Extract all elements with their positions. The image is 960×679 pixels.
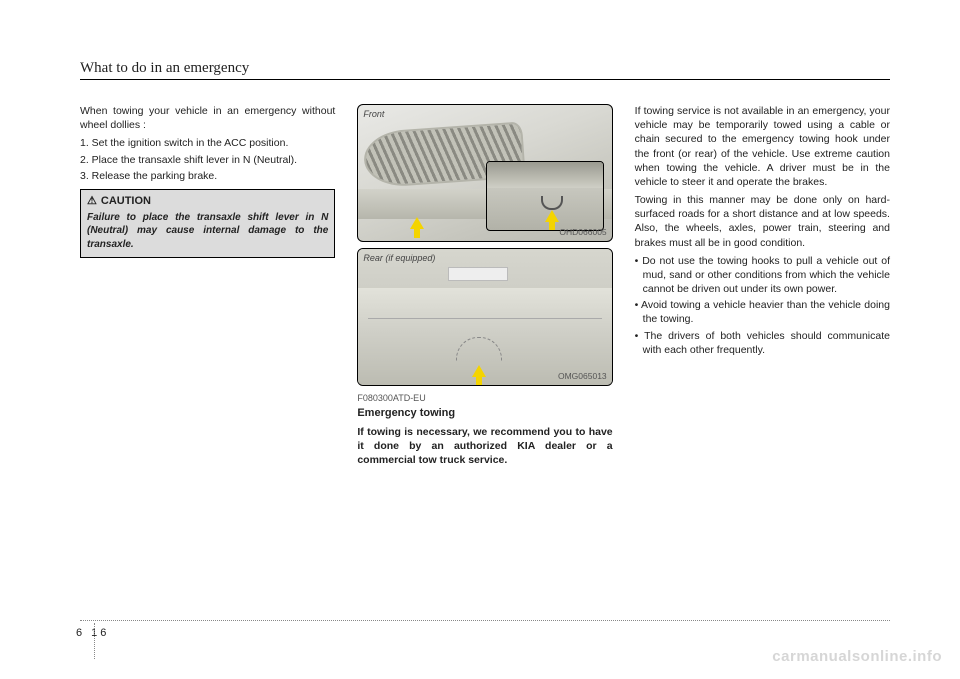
page-tick-line	[94, 623, 95, 659]
figure-rear: Rear (if equipped) OMG065013	[357, 248, 612, 386]
figure-front-code: OHD066005	[559, 227, 606, 238]
figure-front-inset	[486, 161, 604, 231]
column-3: If towing service is not available in an…	[635, 104, 890, 472]
caution-body: Failure to place the transaxle shift lev…	[87, 211, 328, 252]
figure-front-label: Front	[363, 108, 384, 120]
section-bold-paragraph: If towing is necessary, we recommend you…	[357, 425, 612, 468]
step-1: 1. Set the ignition switch in the ACC po…	[80, 136, 335, 150]
col3-paragraph-1: If towing service is not available in an…	[635, 104, 890, 189]
section-code: F080300ATD-EU	[357, 392, 612, 404]
figure-rear-label: Rear (if equipped)	[363, 252, 435, 264]
col3-paragraph-2: Towing in this manner may be done only o…	[635, 193, 890, 250]
col3-bullet-2: • Avoid towing a vehicle heavier than th…	[635, 298, 890, 326]
bumper-line	[368, 318, 601, 319]
arrow-icon	[410, 217, 424, 229]
watermark-text: carmanualsonline.info	[772, 648, 942, 665]
caution-title: CAUTION	[87, 194, 328, 209]
caution-box: CAUTION Failure to place the transaxle s…	[80, 189, 335, 258]
content-columns: When towing your vehicle in an emergency…	[80, 104, 890, 472]
towing-hook-shape	[541, 196, 563, 210]
column-2: Front OHD066005 Rear (if equipped)	[357, 104, 612, 472]
figure-front: Front OHD066005	[357, 104, 612, 242]
col3-bullet-1: • Do not use the towing hooks to pull a …	[635, 254, 890, 297]
col3-bullet-3: • The drivers of both vehicles should co…	[635, 329, 890, 357]
column-1: When towing your vehicle in an emergency…	[80, 104, 335, 472]
arrow-icon	[545, 210, 559, 222]
figure-rear-code: OMG065013	[558, 371, 607, 382]
section-subheading: Emergency towing	[357, 406, 612, 421]
page-number: 6 16	[76, 627, 109, 639]
manual-page: What to do in an emergency When towing y…	[0, 0, 960, 679]
step-2: 2. Place the transaxle shift lever in N …	[80, 153, 335, 167]
chapter-title: What to do in an emergency	[80, 60, 890, 80]
inset-shadow	[487, 162, 603, 188]
page-divider-line	[80, 620, 890, 621]
step-3: 3. Release the parking brake.	[80, 169, 335, 183]
arrow-icon	[472, 365, 486, 377]
intro-text: When towing your vehicle in an emergency…	[80, 104, 335, 132]
license-plate-shape	[448, 267, 508, 281]
